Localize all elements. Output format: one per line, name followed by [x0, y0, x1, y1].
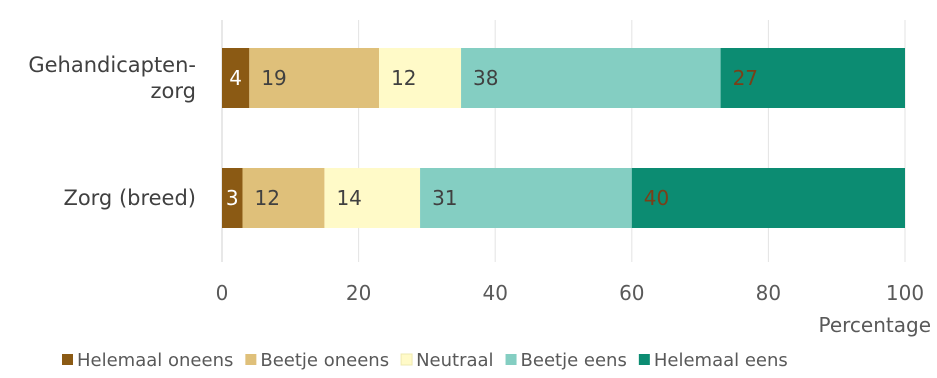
legend-label-4: Helemaal eens [654, 350, 788, 371]
data-label-0-1: 19 [261, 66, 286, 90]
bar-segment-0-3 [461, 48, 721, 108]
category-labels: Gehandicapten-zorg Zorg (breed) [28, 53, 196, 210]
bar-segment-1-3 [420, 168, 632, 228]
x-axis-title: Percentage [818, 313, 931, 337]
data-label-0-4: 27 [733, 66, 758, 90]
bar-segment-1-2 [324, 168, 421, 228]
x-tick-label-40: 40 [482, 281, 507, 305]
data-label-0-3: 38 [473, 66, 498, 90]
x-tick-label-60: 60 [619, 281, 644, 305]
legend-label-1: Beetje oneens [260, 350, 389, 371]
legend-swatch-4 [638, 354, 650, 365]
x-tick-label-0: 0 [216, 281, 229, 305]
data-label-1-3: 31 [432, 186, 457, 210]
legend-swatch-2 [400, 353, 413, 366]
category-label-0-1: zorg [151, 79, 196, 103]
data-label-0-2: 12 [391, 66, 416, 90]
bar-segment-0-1 [249, 48, 380, 108]
x-tick-label-20: 20 [346, 281, 371, 305]
bars: 4 19 12 38 27 3 12 14 31 40 [222, 48, 905, 228]
x-tick-label-100: 100 [886, 281, 924, 305]
bar-segment-0-0 [222, 48, 250, 108]
bar-segment-1-4 [631, 168, 905, 228]
bar-segment-1-0 [222, 168, 243, 228]
data-label-1-2: 14 [336, 186, 361, 210]
x-tick-label-80: 80 [756, 281, 781, 305]
legend: Helemaal oneens Beetje oneens Neutraal Beet… [62, 350, 788, 371]
x-tick-labels: 0 20 40 60 80 100 [216, 281, 924, 305]
category-label-0-0: Gehandicapten- [28, 53, 196, 77]
data-label-1-4: 40 [644, 186, 669, 210]
bar-segment-0-4 [720, 48, 905, 108]
legend-swatch-0 [62, 354, 73, 365]
legend-label-2: Neutraal [416, 350, 493, 371]
legend-label-0: Helemaal oneens [77, 350, 233, 371]
category-label-1-0: Zorg (breed) [63, 186, 196, 210]
data-label-0-0: 4 [229, 66, 242, 90]
legend-swatch-3 [505, 354, 517, 365]
legend-swatch-1 [245, 354, 257, 365]
bar-segment-0-2 [379, 48, 462, 108]
legend-label-3: Beetje eens [521, 350, 627, 371]
bar-segment-1-1 [242, 168, 325, 228]
data-label-1-1: 12 [254, 186, 279, 210]
data-label-1-0: 3 [226, 186, 239, 210]
